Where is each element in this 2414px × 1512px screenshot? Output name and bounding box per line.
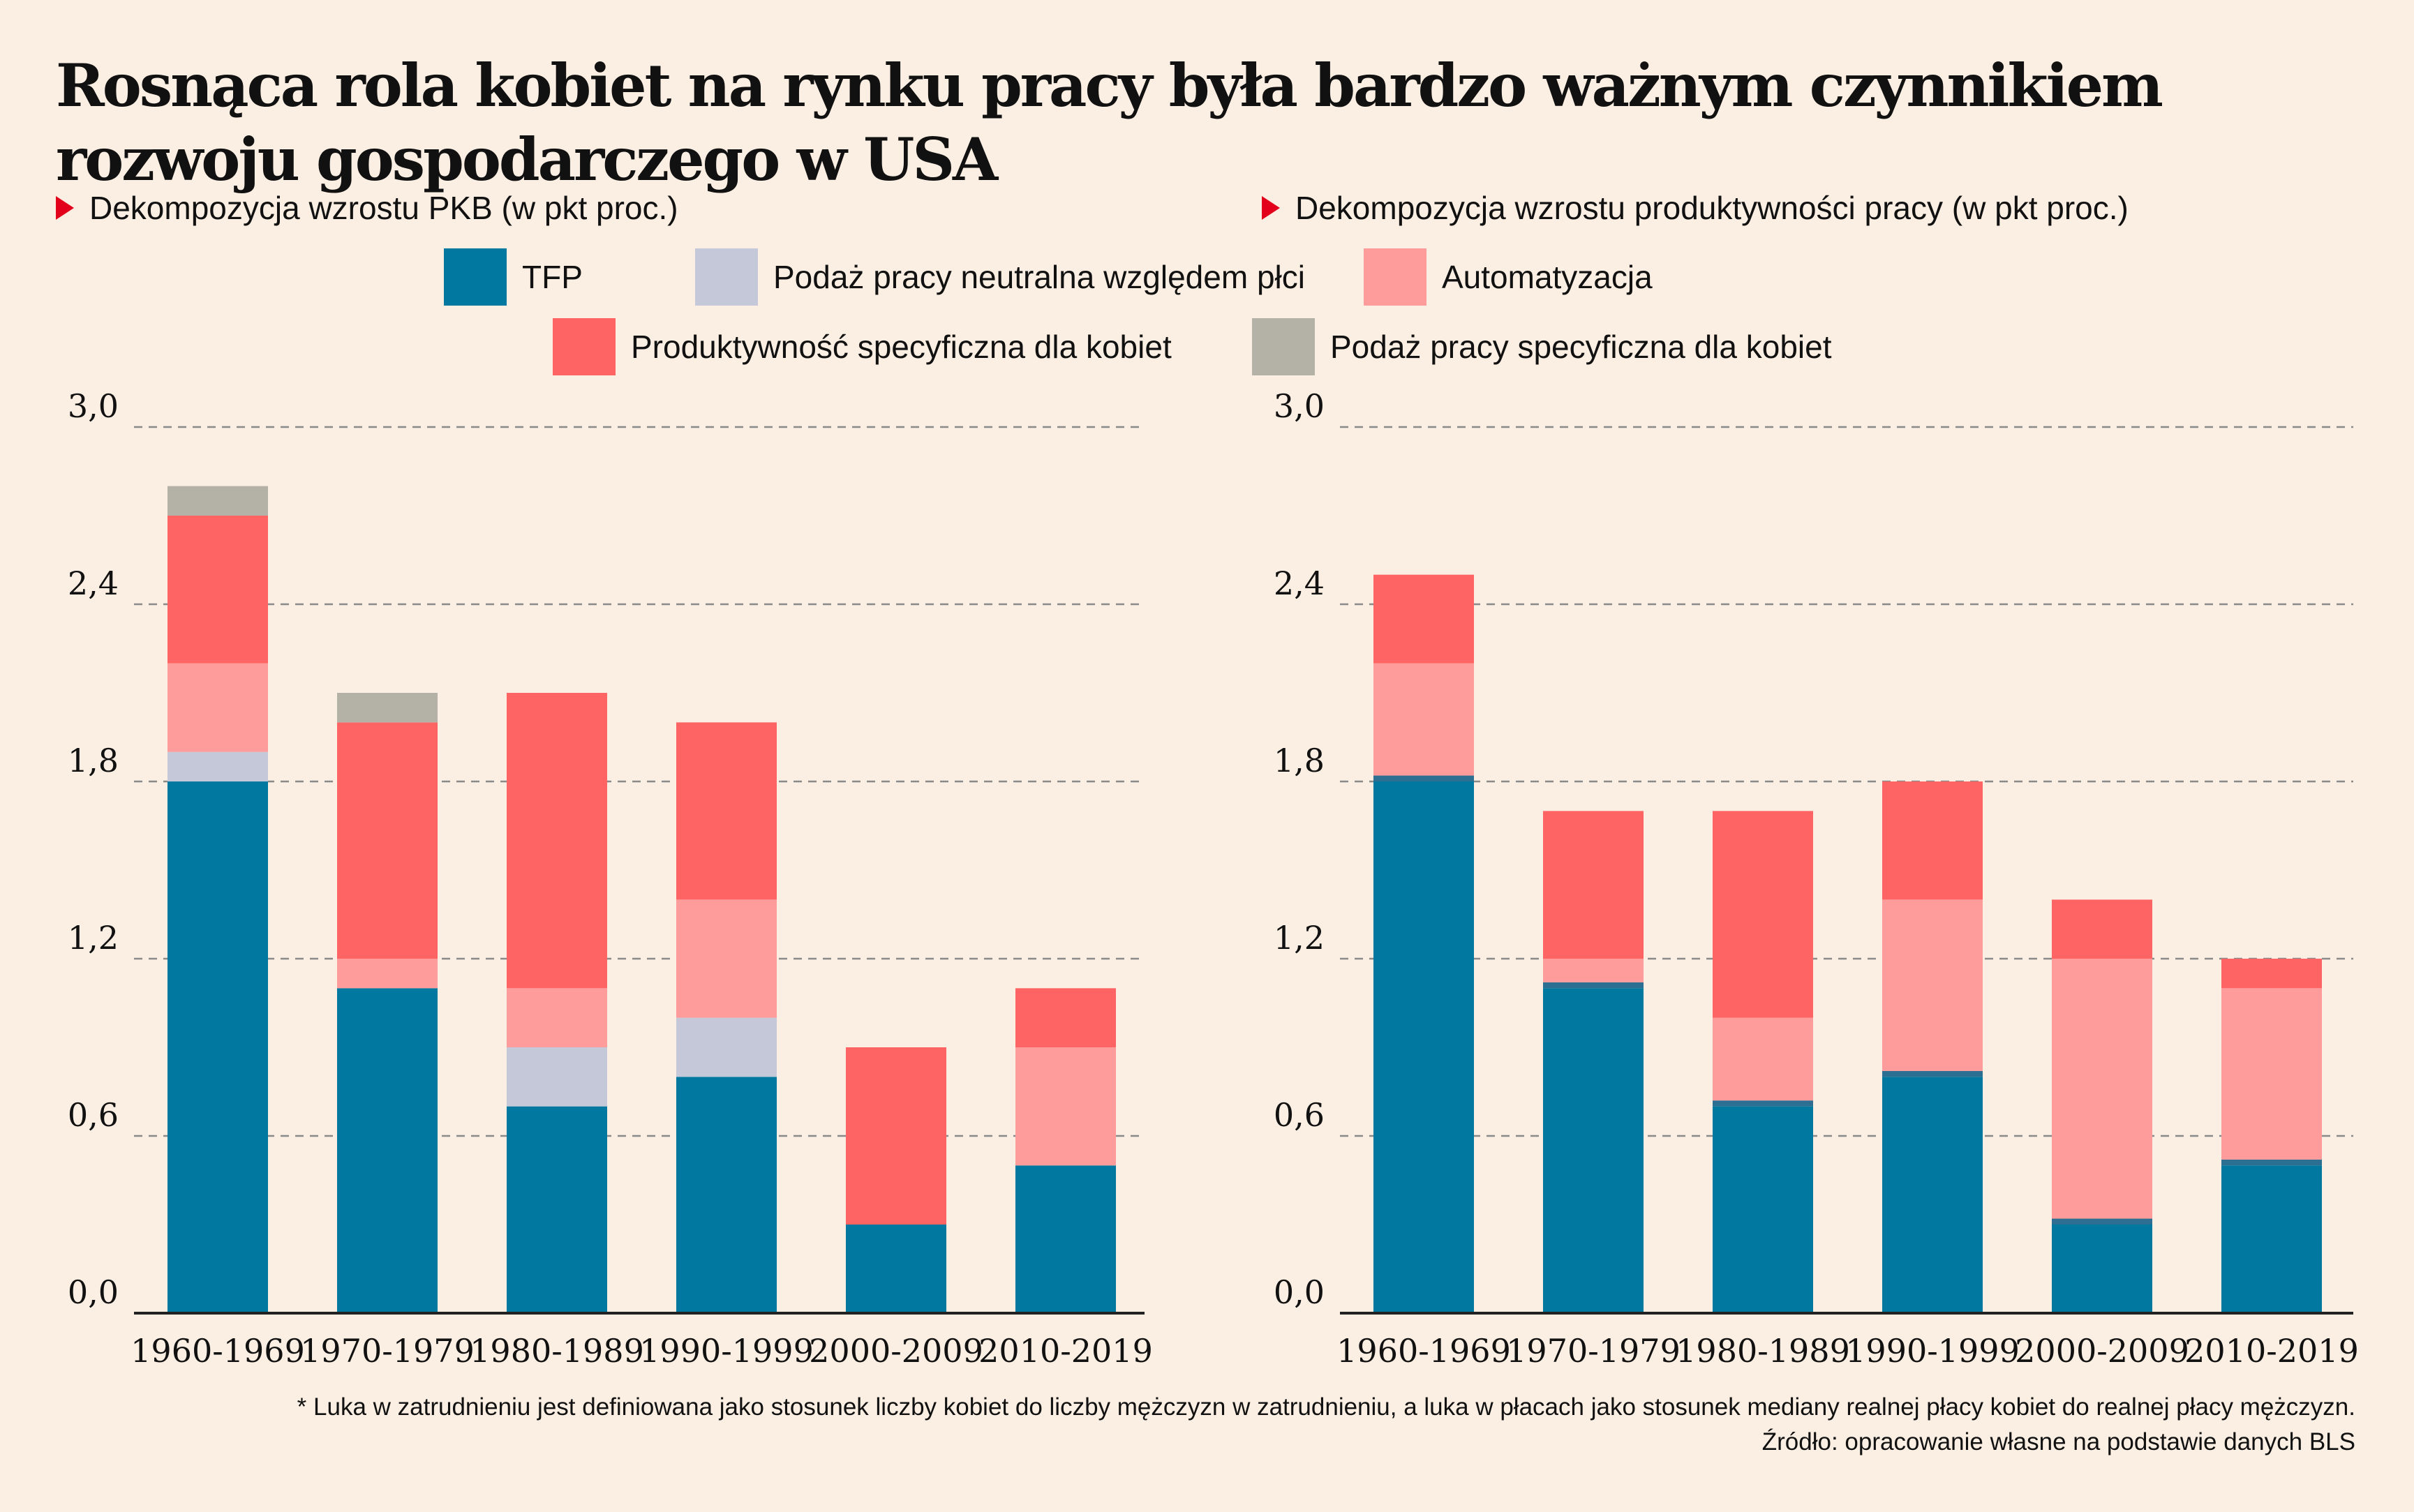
bar-segment (1373, 574, 1474, 664)
y-tick-label: 0,0 (1274, 1273, 1325, 1311)
legend-swatch (553, 318, 616, 375)
bar-segment (337, 722, 438, 959)
bar-segment (2221, 959, 2322, 989)
y-tick-label: 0,6 (1274, 1096, 1325, 1134)
bar-segment (337, 959, 438, 989)
legend-item-tfp: TFP (444, 248, 583, 306)
legend-label: Produktywność specyficzna dla kobiet (631, 329, 1172, 365)
legend-swatch (695, 248, 758, 306)
x-tick-label: 1970-1979 (300, 1332, 475, 1370)
bar-segment (167, 486, 268, 516)
legend-label: TFP (522, 259, 583, 295)
left-chart-subtitle: Dekompozycja wzrostu PKB (w pkt proc.) (56, 188, 678, 227)
chart-productivity: 0,0 0,6 1,2 1,8 2,4 3,0 1960-19691970-19791980… (1274, 387, 2359, 1370)
legend-swatch (1252, 318, 1315, 375)
bar-segment (676, 1077, 777, 1313)
bar-segment (1882, 1077, 1983, 1313)
bar-segment (2221, 1159, 2322, 1166)
x-tick-label: 1990-1999 (639, 1332, 814, 1370)
right-chart-subtitle: Dekompozycja wzrostu produktywności prac… (1262, 188, 2129, 227)
bar-segment (676, 722, 777, 900)
legend-item-female-productivity: Produktywność specyficzna dla kobiet (553, 318, 1172, 375)
bar-segment (167, 516, 268, 664)
source-note: Źródło: opracowanie własne na podstawie … (1761, 1428, 2355, 1455)
x-tick-label: 2010-2019 (978, 1332, 1153, 1370)
x-tick-label: 1960-1969 (131, 1332, 305, 1370)
left-chart-subtitle-text: Dekompozycja wzrostu PKB (w pkt proc.) (89, 190, 678, 226)
bar-segment (1373, 775, 1474, 781)
bar-segment (1713, 1106, 1813, 1313)
x-tick-label: 1960-1969 (1336, 1332, 1511, 1370)
bar-segment (846, 1225, 946, 1313)
y-tick-label: 0,0 (68, 1273, 119, 1311)
bar-segment (1713, 1017, 1813, 1101)
y-tick-label: 2,4 (68, 564, 119, 602)
chart-gdp: 0,0 0,6 1,2 1,8 2,4 3,0 1960-19691970-19791980… (68, 387, 1153, 1370)
x-tick-label: 1980-1989 (470, 1332, 644, 1370)
y-tick-label: 1,8 (1274, 742, 1325, 779)
legend-swatch (444, 248, 507, 306)
y-tick-label: 3,0 (68, 387, 119, 425)
red-triangle-icon (1262, 196, 1280, 220)
bar-segment (1882, 781, 1983, 900)
footnote-note: * Luka w zatrudnieniu jest definiowana j… (297, 1393, 2355, 1421)
legend-label: Podaż pracy neutralna względem płci (773, 259, 1305, 295)
bar-segment (1882, 1070, 1983, 1077)
legend-label: Podaż pracy specyficzna dla kobiet (1330, 329, 1832, 365)
bar-segment (1543, 988, 1644, 1313)
legend-item-female-labor-supply: Podaż pracy specyficzna dla kobiet (1252, 318, 1832, 375)
bar-segment (1373, 781, 1474, 1313)
bar-segment (1015, 988, 1116, 1047)
y-tick-label: 0,6 (68, 1096, 119, 1134)
bar-segment (507, 1106, 607, 1313)
legend-label: Automatyzacja (1442, 259, 1653, 295)
legend-item-neutral-labor-supply: Podaż pracy neutralna względem płci (695, 248, 1305, 306)
bar-segment (167, 663, 268, 752)
bar-segment (167, 781, 268, 1313)
bar-segment (507, 988, 607, 1047)
footnote: * Luka w zatrudnieniu jest definiowana j… (297, 1390, 2355, 1460)
bar-segment (167, 751, 268, 781)
bar-segment (676, 1017, 777, 1077)
bar-segment (2221, 988, 2322, 1160)
legend-swatch (1364, 248, 1426, 306)
y-tick-label: 3,0 (1274, 387, 1325, 425)
bar-segment (2052, 959, 2152, 1219)
bar-segment (1015, 1047, 1116, 1166)
x-tick-label: 1990-1999 (1845, 1332, 2020, 1370)
legend-item-automation: Automatyzacja (1364, 248, 1653, 306)
bar-segment (846, 1047, 946, 1225)
bar-segment (2052, 1225, 2152, 1313)
x-tick-label: 1970-1979 (1506, 1332, 1681, 1370)
bar-segment (1543, 811, 1644, 959)
bar-segment (1373, 663, 1474, 776)
red-triangle-icon (56, 196, 74, 220)
y-tick-label: 1,2 (1274, 919, 1325, 957)
bar-segment (337, 693, 438, 723)
bar-segment (2052, 899, 2152, 959)
x-tick-label: 1980-1989 (1676, 1332, 1850, 1370)
bar-segment (337, 988, 438, 1313)
x-tick-label: 2010-2019 (2184, 1332, 2359, 1370)
chart-title: Rosnąca rola kobiet na rynku pracy była … (56, 51, 2163, 194)
bar-segment (507, 693, 607, 989)
x-tick-label: 2000-2009 (2015, 1332, 2189, 1370)
bar-segment (2221, 1165, 2322, 1313)
x-tick-label: 2000-2009 (809, 1332, 983, 1370)
bar-segment (2052, 1218, 2152, 1225)
y-tick-label: 2,4 (1274, 564, 1325, 602)
bar-segment (1882, 899, 1983, 1071)
bar-segment (1713, 811, 1813, 1018)
right-chart-subtitle-text: Dekompozycja wzrostu produktywności prac… (1295, 190, 2129, 226)
bar-segment (1713, 1100, 1813, 1107)
bar-segment (1543, 959, 1644, 982)
bar-segment (676, 899, 777, 1018)
y-tick-label: 1,2 (68, 919, 119, 957)
bar-segment (1543, 982, 1644, 989)
bar-segment (507, 1047, 607, 1107)
bar-segment (1015, 1165, 1116, 1313)
y-tick-label: 1,8 (68, 742, 119, 779)
